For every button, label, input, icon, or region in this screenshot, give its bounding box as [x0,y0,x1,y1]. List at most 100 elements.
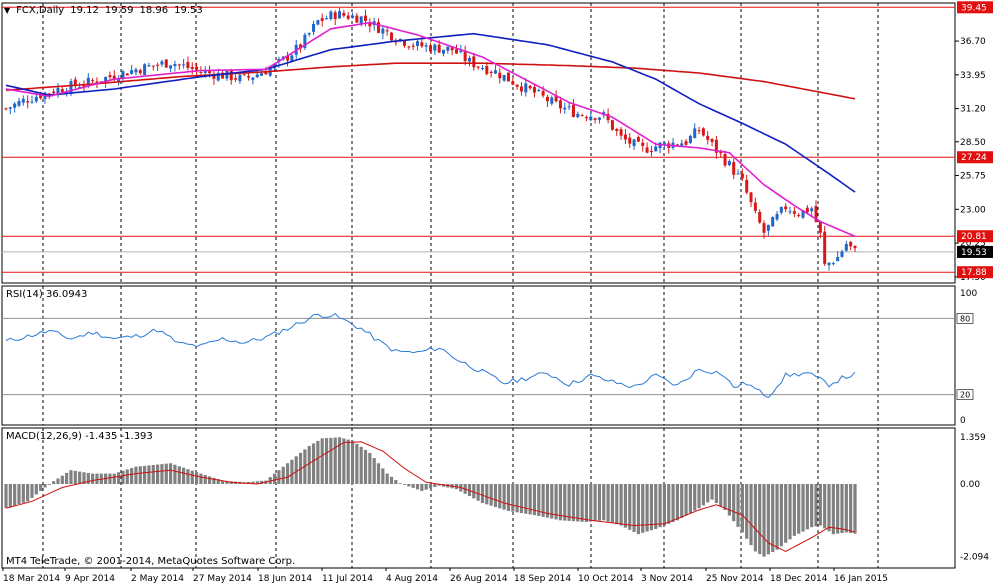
candle-body [710,138,714,142]
macd-histogram-bar [69,470,73,484]
price-level-label: 27.24 [961,153,987,163]
macd-histogram-bar [550,484,554,519]
candle-body [792,211,796,214]
candle-body [381,28,385,34]
candle-body [606,113,610,121]
macd-histogram-bar [398,483,402,485]
candle-body [619,129,623,136]
candle-body [398,38,402,41]
macd-histogram-bar [632,484,636,532]
macd-histogram-bar [307,445,311,484]
macd-histogram-bar [294,456,298,484]
candle-body [836,257,840,262]
candle-body [338,11,342,19]
macd-histogram-bar [844,484,848,533]
macd-histogram-bar [26,484,30,502]
candle-body [658,142,662,149]
macd-histogram-bar [190,470,194,484]
candle-body [541,90,545,96]
candle-body [186,62,190,69]
candle-body [480,68,484,70]
macd-histogram-bar [164,463,168,484]
macd-histogram-bar [13,484,17,506]
chart-title-bar[interactable]: ▼ FCX,Daily 19.12 19.59 18.96 19.53 [4,5,203,16]
triangle-down-icon[interactable]: ▼ [4,6,11,15]
candle-body [732,162,736,175]
macd-histogram-bar [285,463,290,484]
candle-body [584,117,588,119]
macd-histogram-bar [788,484,792,540]
macd-histogram-bar [675,484,680,521]
candle-body [723,154,727,166]
x-axis-label: 2 May 2014 [131,574,184,584]
macd-histogram-bar [554,484,558,520]
macd-histogram-bar [602,484,606,521]
candle-body [779,207,783,213]
candle-body [714,139,718,153]
x-axis-label: 25 Nov 2014 [706,574,764,584]
candle-body [654,146,658,152]
macd-histogram-bar [424,484,428,490]
macd-histogram-bar [143,465,147,484]
price-level-label: 17.88 [961,268,987,278]
macd-histogram-bar [597,484,602,521]
candle-body [130,70,134,74]
macd-histogram-bar [493,484,498,507]
macd-histogram-bar [753,484,757,552]
candle-body [576,113,580,118]
candle-body [528,85,532,89]
candle-body [493,70,497,74]
macd-histogram-bar [606,484,610,522]
macd-histogram-bar [792,484,796,536]
candle-body [329,11,333,20]
candle-body [117,79,121,82]
macd-histogram-bar [415,484,420,490]
rsi-level-tag [956,313,974,324]
macd-histogram-bar [528,484,532,515]
macd-histogram-bar [662,484,667,526]
low-value: 18.96 [139,5,169,16]
candle-body [316,20,320,25]
candle-body [662,142,666,146]
macd-histogram-bar [745,484,749,539]
candle-body [238,74,242,82]
macd-histogram-bar [160,464,164,484]
candle-body [597,117,601,120]
macd-histogram-bar [593,484,597,522]
last-price-label: 19.53 [961,248,987,258]
macd-histogram-bar [563,484,567,521]
macd-panel-frame [1,427,956,569]
candle-body [221,72,225,79]
candle-body [86,77,90,85]
candle-body [441,49,445,54]
macd-histogram-bar [519,484,524,514]
candle-body [771,217,775,227]
ma-short-line [5,21,856,238]
macd-histogram-bar [649,484,654,531]
candle-body [476,66,480,68]
open-value: 19.12 [70,5,99,16]
macd-histogram-bar [814,484,818,527]
macd-histogram-bar [805,484,809,530]
candle-body [151,65,155,67]
macd-histogram-bar [567,484,571,521]
candle-body [52,91,56,94]
macd-histogram-bar [576,484,580,522]
macd-histogram-bar [654,484,658,529]
candle-body [459,50,463,53]
macd-histogram-bar [749,484,753,546]
macd-histogram-bar [489,484,493,506]
macd-histogram-bar [199,473,203,484]
macd-histogram-bar [840,484,844,533]
macd-histogram-bar [342,438,346,484]
macd-histogram-bar [736,484,740,527]
candle-body [519,86,523,92]
candle-body [554,95,558,102]
symbol-label: FCX,Daily [16,5,65,16]
candle-body [463,51,467,62]
macd-histogram-bar [30,484,34,498]
candle-body [831,263,835,265]
x-axis-label: 16 Jan 2015 [834,574,888,584]
macd-histogram-bar [117,472,121,484]
macd-histogram-bar [619,484,623,526]
